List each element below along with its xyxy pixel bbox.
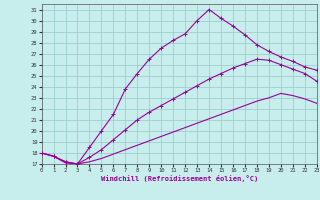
X-axis label: Windchill (Refroidissement éolien,°C): Windchill (Refroidissement éolien,°C) [100,175,258,182]
